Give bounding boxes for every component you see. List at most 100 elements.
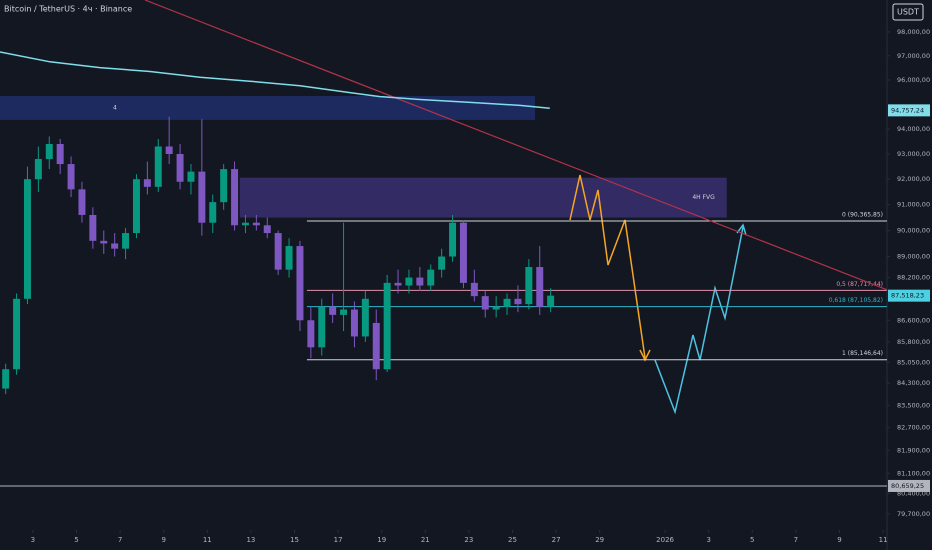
- candle-body: [285, 246, 293, 270]
- candle-body: [296, 246, 304, 321]
- candle-body: [143, 179, 151, 187]
- candle-body: [132, 179, 140, 234]
- candle-body: [56, 143, 64, 165]
- y-tick-label: 93,000,00: [897, 150, 930, 158]
- y-tick-label: 89,000,00: [897, 253, 930, 261]
- level-label: 0,5 (87,717,44): [836, 281, 883, 288]
- x-tick-label: 19: [377, 536, 386, 544]
- x-tick-label: 7: [118, 536, 122, 544]
- candle-body: [89, 214, 97, 241]
- y-tick-label: 85,050,00: [897, 358, 930, 366]
- candle-body: [492, 306, 500, 310]
- y-tick-label: 97,000,00: [897, 52, 930, 60]
- candle-body: [340, 309, 348, 315]
- x-tick-label: 3: [706, 536, 710, 544]
- currency-button[interactable]: [892, 3, 924, 21]
- candle-body: [470, 282, 478, 297]
- price-tag-label: 80,659,25: [891, 482, 924, 490]
- candle-body: [438, 256, 446, 270]
- candle-body: [252, 222, 260, 226]
- x-tick-label: 17: [334, 536, 343, 544]
- candle-body: [503, 298, 511, 307]
- y-tick-label: 94,000,00: [897, 125, 930, 133]
- y-tick-label: 84,300,00: [897, 379, 930, 387]
- y-tick-label: 90,000,00: [897, 226, 930, 234]
- candle-body: [231, 169, 239, 226]
- x-tick-label: 3: [31, 536, 35, 544]
- x-tick-label: 15: [290, 536, 299, 544]
- level-label: 0,618 (87,105,82): [829, 297, 883, 304]
- candle-body: [241, 222, 249, 226]
- x-tick-label: 2026: [656, 536, 674, 544]
- candle-body: [67, 164, 75, 190]
- x-tick-label: 7: [794, 536, 798, 544]
- arrow-head: [736, 223, 747, 236]
- candle-body: [198, 171, 206, 223]
- x-tick-label: 25: [508, 536, 517, 544]
- y-tick-label: 85,800,00: [897, 338, 930, 346]
- moving-average: [0, 51, 550, 110]
- candle-body: [350, 309, 358, 337]
- candle-body: [100, 240, 108, 244]
- candle-body: [514, 298, 522, 305]
- zone-label: 4: [113, 104, 117, 111]
- x-tick-label: 13: [246, 536, 255, 544]
- candle-body: [525, 267, 533, 305]
- x-tick-label: 5: [74, 536, 78, 544]
- zone-label: 4H FVG: [692, 194, 715, 201]
- y-tick-label: 83,500,00: [897, 401, 930, 409]
- y-tick-label: 88,200,00: [897, 274, 930, 282]
- candle-body: [78, 189, 86, 215]
- candle-body: [416, 277, 424, 286]
- chart-title: Bitcoin / TetherUS · 4ч · Binance: [4, 5, 132, 14]
- x-tick-label: 11: [879, 536, 888, 544]
- candle-body: [220, 169, 228, 203]
- x-tick-label: 9: [837, 536, 841, 544]
- candle-body: [318, 306, 326, 348]
- candle-body: [23, 179, 31, 299]
- candle-body: [536, 267, 544, 307]
- currency-label: USDT: [897, 8, 919, 17]
- y-tick-label: 96,000,00: [897, 76, 930, 84]
- candle-body: [394, 282, 402, 286]
- price-tag-label: 87,518,23: [891, 292, 924, 300]
- candle-body: [263, 225, 271, 234]
- candle-body: [2, 369, 10, 389]
- candle-body: [307, 320, 315, 348]
- candle-body: [459, 222, 467, 283]
- y-tick-label: 92,000,00: [897, 175, 930, 183]
- price-tag: [888, 289, 930, 302]
- candle-body: [122, 233, 130, 249]
- candle-body: [34, 159, 42, 180]
- zone: [239, 177, 727, 218]
- candle-body: [187, 171, 195, 182]
- candle-body: [361, 298, 369, 337]
- x-tick-label: 21: [421, 536, 430, 544]
- x-tick-label: 27: [552, 536, 561, 544]
- projection-orange: [569, 174, 646, 359]
- price-tag: [888, 479, 930, 492]
- candle-body: [547, 295, 555, 307]
- candle-body: [165, 146, 173, 155]
- candle-body: [329, 306, 337, 315]
- zone: [0, 96, 535, 120]
- y-tick-label: 98,000,00: [897, 28, 930, 36]
- x-tick-label: 29: [595, 536, 604, 544]
- level-label: 1 (85,146,64): [842, 350, 883, 357]
- price-tag: [888, 104, 930, 117]
- y-tick-label: 81,900,00: [897, 446, 930, 454]
- candle-body: [427, 269, 435, 286]
- x-tick-label: 23: [464, 536, 473, 544]
- price-tag-label: 94,757,24: [891, 106, 924, 114]
- x-tick-label: 5: [750, 536, 754, 544]
- candle-body: [13, 298, 21, 370]
- candle-body: [111, 243, 119, 249]
- level-label: 0 (90,365,85): [842, 212, 883, 219]
- candle-body: [383, 282, 391, 370]
- candle-body: [176, 154, 184, 182]
- candle-body: [372, 322, 380, 370]
- y-tick-label: 81,100,00: [897, 469, 930, 477]
- x-tick-label: 9: [161, 536, 165, 544]
